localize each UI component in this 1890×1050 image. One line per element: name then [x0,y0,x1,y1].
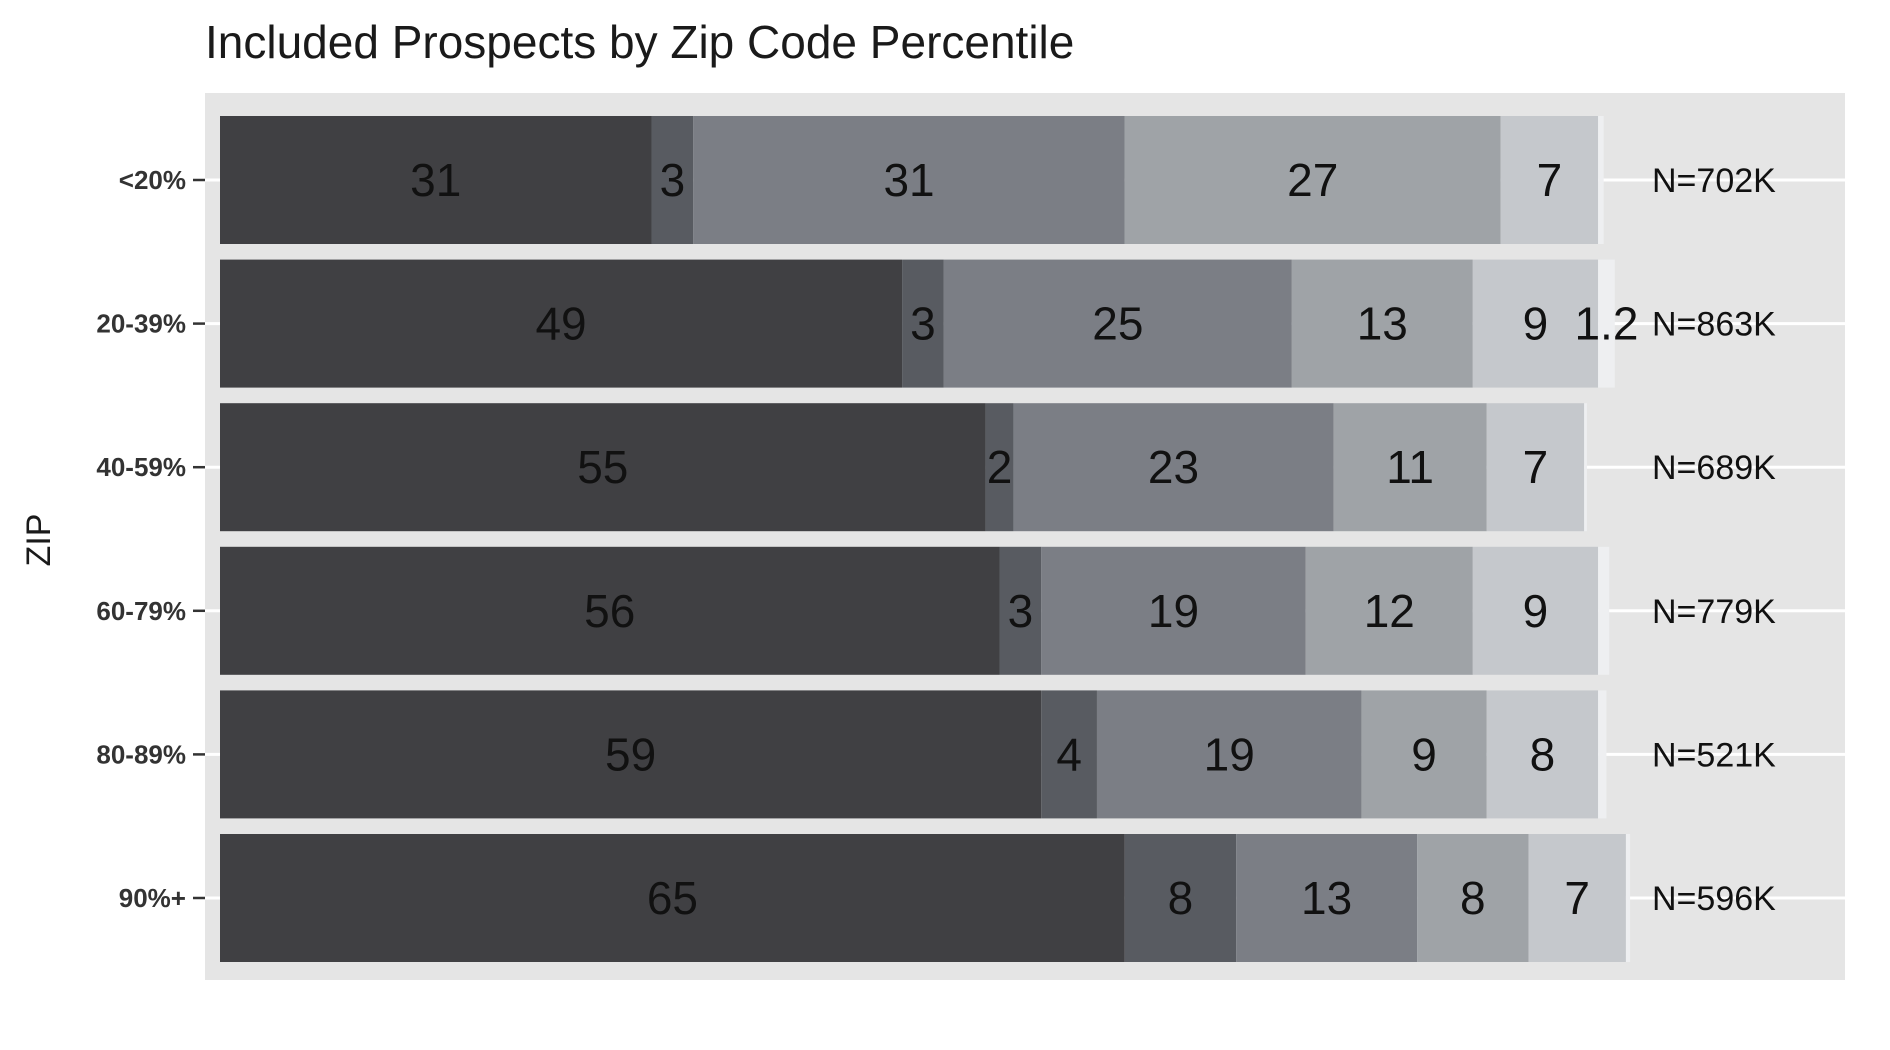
y-tick-label: 90%+ [119,883,186,913]
segment-label: 65 [647,872,698,924]
bar-segment [1500,116,1599,244]
y-tick-label: 20-39% [96,309,186,339]
segment-label: 31 [883,154,934,206]
bar-segment [1472,546,1599,675]
bar-segment [1625,834,1631,962]
bar-segment [1472,259,1599,388]
segment-label: 7 [1537,154,1563,206]
y-tick-label: 60-79% [96,596,186,626]
segment-label: 31 [410,154,461,206]
segment-label: 3 [910,298,936,350]
bar-segment [1486,403,1585,532]
bar-segment [1041,690,1097,819]
bar-segment [943,259,1292,388]
segment-label: 49 [535,298,586,350]
y-axis-ticks: <20% 20-39% 40-59% 60-79% 80-89% 90%+ [96,165,205,913]
bar-segment [693,116,1125,244]
n-label: N=689K [1652,449,1776,487]
bar-segment [985,403,1014,532]
segment-label: 25 [1092,298,1143,350]
n-label: N=863K [1652,306,1776,344]
bar-segment [1584,403,1587,532]
bar-segment [220,116,652,244]
bar-segment [1598,259,1615,388]
bar-segment [1305,546,1473,675]
n-label: N=779K [1652,593,1776,631]
bar-segment [220,546,1000,675]
segment-label: 1.2 [1574,298,1638,350]
bar-segment [1598,116,1604,244]
bar-segment [999,546,1042,675]
segment-label: 27 [1287,154,1338,206]
n-label: N=521K [1652,736,1776,774]
segment-label: 55 [577,441,628,493]
bar-segment [1041,546,1306,675]
y-tick-label: <20% [119,165,186,195]
segment-label: 9 [1523,298,1549,350]
bar-segment [1096,690,1362,819]
segment-label: 9 [1411,728,1437,780]
chart-title: Included Prospects by Zip Code Percentil… [205,16,1074,68]
segment-label: 13 [1301,872,1352,924]
segment-label: 13 [1357,298,1408,350]
bar-segment [1236,834,1418,962]
bar-segment [220,834,1125,962]
segment-label: 19 [1204,728,1255,780]
bar-segment [1124,834,1237,962]
segment-label: 3 [660,154,686,206]
bar-segment [1598,690,1607,819]
bar-segment [220,690,1042,819]
segment-label: 7 [1564,872,1590,924]
segment-label: 8 [1460,872,1486,924]
n-label: N=702K [1652,162,1776,200]
segment-label: 4 [1056,728,1082,780]
bar-segment [1124,116,1501,244]
bar-segment [1486,690,1599,819]
segment-label: 8 [1168,872,1194,924]
bar-segment [1291,259,1473,388]
bar-segment [651,116,694,244]
bar-segment [1361,690,1487,819]
bar-segment [1528,834,1626,962]
bar-segment [1417,834,1529,962]
bar-segments [220,116,1631,962]
segment-label: 3 [1008,585,1034,637]
segment-label: 9 [1523,585,1549,637]
bar-segment [1333,403,1487,532]
segment-label: 23 [1148,441,1199,493]
y-axis-label: ZIP [20,514,58,567]
segment-label: 59 [605,728,656,780]
y-tick-label: 80-89% [96,739,186,769]
segment-labels: 31 3 31 27 749 3 25 13 9 1.255 2 23 11 756 3 19 12 959 4 19… [410,154,1638,924]
bar-segment [220,403,986,532]
segment-label: 56 [584,585,635,637]
n-label: N=596K [1652,880,1776,918]
bar-segment [220,259,903,388]
segment-label: 19 [1148,585,1199,637]
y-tick-label: 40-59% [96,452,186,482]
segment-label: 8 [1530,728,1556,780]
bar-segment [902,259,944,388]
segment-label: 2 [987,441,1013,493]
segment-label: 12 [1364,585,1415,637]
segment-label: 7 [1523,441,1549,493]
segment-label: 11 [1386,441,1434,493]
bar-segment [1598,546,1610,675]
bar-segment [1013,403,1334,532]
n-labels: N=702K N=863K N=689K N=779K N=521K N=596K [1652,162,1776,918]
